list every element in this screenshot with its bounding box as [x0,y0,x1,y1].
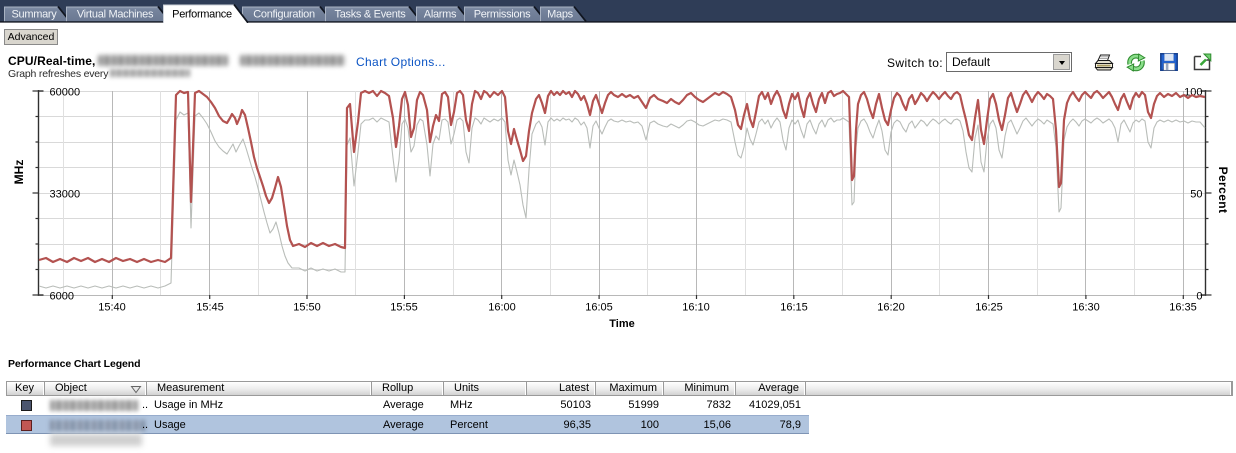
svg-text:Maps: Maps [547,9,573,21]
svg-text:16:15: 16:15 [780,302,808,314]
svg-text:Percent: Percent [1216,167,1230,214]
svg-text:Permissions: Permissions [474,9,531,21]
svg-text:16:10: 16:10 [682,302,710,314]
svg-text:Virtual Machines: Virtual Machines [77,9,154,21]
svg-text:60000: 60000 [50,87,81,99]
svg-text:Performance: Performance [172,9,232,21]
svg-text:16:25: 16:25 [975,302,1003,314]
svg-text:16:00: 16:00 [488,302,516,314]
svg-text:Alarms: Alarms [424,9,457,21]
svg-text:33000: 33000 [50,189,81,201]
svg-text:50: 50 [1190,189,1202,201]
svg-text:16:05: 16:05 [585,302,613,314]
svg-text:15:50: 15:50 [293,302,321,314]
svg-text:16:20: 16:20 [877,302,905,314]
svg-text:15:55: 15:55 [390,302,418,314]
svg-text:16:30: 16:30 [1072,302,1100,314]
svg-text:Time: Time [609,318,634,330]
svg-text:MHz: MHz [12,160,26,185]
svg-text:6000: 6000 [50,291,74,303]
svg-text:15:45: 15:45 [196,302,224,314]
svg-text:Tasks & Events: Tasks & Events [335,9,407,21]
svg-text:Summary: Summary [12,9,58,21]
svg-text:Configuration: Configuration [253,9,315,21]
svg-text:16:35: 16:35 [1169,302,1197,314]
svg-text:15:40: 15:40 [98,302,126,314]
svg-text:0: 0 [1196,291,1202,303]
